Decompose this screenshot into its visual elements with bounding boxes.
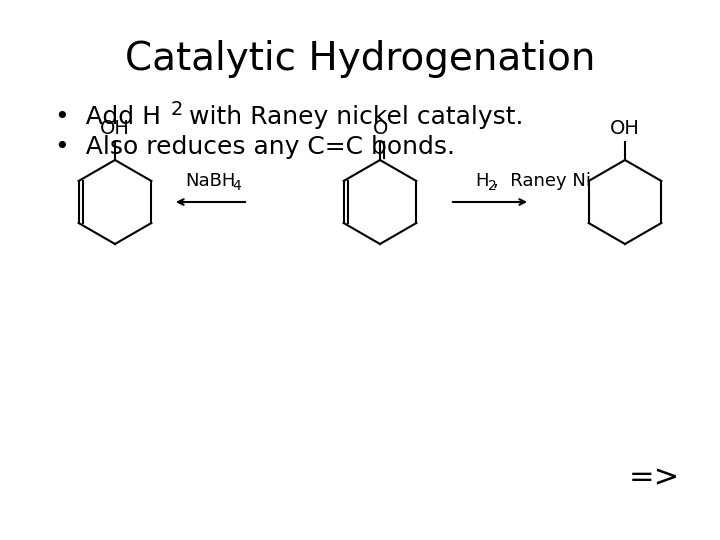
Text: OH: OH	[610, 119, 640, 138]
Text: with Raney nickel catalyst.: with Raney nickel catalyst.	[181, 105, 523, 129]
Text: OH: OH	[100, 119, 130, 138]
Text: H: H	[475, 172, 489, 190]
Text: Catalytic Hydrogenation: Catalytic Hydrogenation	[125, 40, 595, 78]
Text: NaBH: NaBH	[185, 172, 235, 190]
Text: •  Also reduces any C=C bonds.: • Also reduces any C=C bonds.	[55, 135, 455, 159]
Text: 4: 4	[233, 179, 241, 193]
Text: O: O	[373, 119, 389, 138]
Text: =>: =>	[629, 463, 680, 492]
Text: 2: 2	[171, 100, 184, 119]
Text: 2: 2	[488, 179, 497, 193]
Text: ,  Raney Ni: , Raney Ni	[493, 172, 591, 190]
Text: •  Add H: • Add H	[55, 105, 161, 129]
